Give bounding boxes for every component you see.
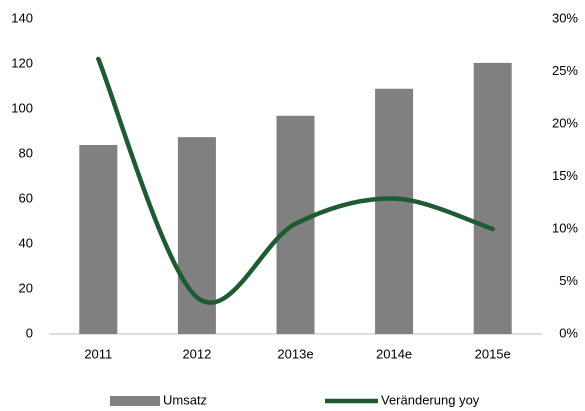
bar (375, 88, 414, 334)
x-tick-label: 2013e (277, 346, 313, 361)
y-tick-label: 0 (26, 325, 33, 340)
y-tick-label: 40 (19, 235, 33, 250)
y2-tick-label: 10% (552, 220, 578, 235)
x-tick-label: 2012 (182, 346, 211, 361)
bar (473, 62, 512, 334)
bar (79, 145, 118, 334)
y2-tick-label: 15% (552, 168, 578, 183)
x-tick-label: 2014e (376, 346, 412, 361)
line (96, 56, 495, 305)
y2-tick-label: 25% (552, 63, 578, 78)
y-tick-label: 120 (11, 55, 33, 70)
y-tick-label: 100 (11, 100, 33, 115)
y-tick-label: 60 (19, 190, 33, 205)
y-tick-label: 20 (19, 280, 33, 295)
legend-label: Veränderung yoy (381, 392, 480, 407)
y-tick-label: 140 (11, 10, 33, 25)
y2-tick-label: 0% (559, 325, 578, 340)
y2-tick-label: 30% (552, 10, 578, 25)
y2-tick-label: 20% (552, 115, 578, 130)
x-tick-label: 2011 (84, 346, 112, 361)
y2-tick-label: 5% (559, 273, 578, 288)
y-tick-label: 80 (19, 145, 33, 160)
x-tick-label: 2015e (475, 346, 511, 361)
legend-label: Umsatz (163, 392, 207, 407)
legend-swatch (110, 396, 160, 406)
